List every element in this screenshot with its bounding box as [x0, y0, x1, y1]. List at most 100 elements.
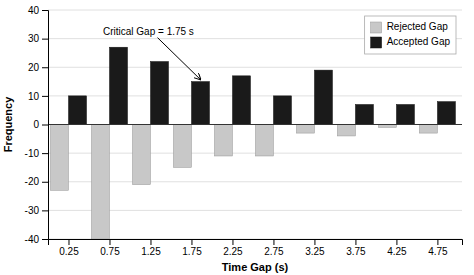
bar	[273, 96, 291, 125]
bar	[419, 125, 437, 134]
tick-label: 20	[28, 62, 40, 73]
tick: -30	[25, 205, 48, 216]
tick-label: 3.25	[305, 246, 325, 257]
grid-line	[48, 181, 462, 182]
tick: -10	[25, 148, 48, 159]
tick-label: 0.25	[59, 246, 79, 257]
tick-label: 1.75	[182, 246, 202, 257]
tick-mark	[42, 96, 48, 97]
zero-line	[48, 124, 462, 125]
tick-mark	[42, 153, 48, 154]
tick-mark	[42, 67, 48, 68]
tick: 2.75	[264, 239, 284, 257]
bar	[191, 82, 209, 125]
tick: 1.75	[182, 239, 202, 257]
bar	[214, 125, 232, 156]
tick: 3.75	[346, 239, 366, 257]
legend: Rejected Gap Accepted Gap	[365, 16, 456, 54]
x-axis: 0.25 0.75 1.25 1.75 2.25 2.75 3.25 3.75 4.25 4.75	[49, 239, 463, 257]
grid-line	[48, 210, 462, 211]
tick-mark	[355, 239, 356, 245]
bar	[68, 96, 86, 125]
tick-label: -10	[25, 148, 40, 159]
series	[50, 125, 437, 240]
grid-line	[48, 124, 462, 125]
bar	[232, 76, 250, 125]
bar	[150, 62, 168, 125]
tick: 4.75	[428, 239, 448, 257]
tick: 40	[28, 5, 48, 16]
tick-label: 1.25	[141, 246, 161, 257]
bar	[337, 125, 355, 136]
grid-line	[48, 10, 462, 11]
tick-label: 0	[33, 119, 39, 130]
tick-mark	[191, 239, 192, 245]
bar	[132, 125, 150, 185]
tick-mark	[109, 239, 110, 245]
tick-label: 30	[28, 33, 40, 44]
tick-label: -40	[25, 234, 40, 245]
grid	[48, 10, 462, 239]
tick-mark	[42, 39, 48, 40]
tick-label: -30	[25, 205, 40, 216]
tick-label: 10	[28, 91, 40, 102]
legend-label: Accepted Gap	[387, 36, 451, 47]
bar	[50, 125, 68, 191]
tick: 0.25	[59, 239, 79, 257]
tick: 0	[33, 119, 48, 130]
x-axis-title: Time Gap (s)	[222, 261, 289, 273]
tick: 1.25	[141, 239, 161, 257]
tick-label: 4.25	[387, 246, 407, 257]
tick-mark	[42, 10, 48, 11]
tick-mark	[396, 239, 397, 245]
annotation: Critical Gap = 1.75 s	[103, 26, 194, 37]
bar	[255, 125, 273, 156]
tick-mark	[437, 239, 438, 245]
bar	[173, 125, 191, 168]
bar	[314, 70, 332, 124]
tick-mark	[42, 210, 48, 211]
axis-line	[49, 240, 463, 246]
bars	[50, 47, 455, 239]
tick-label: 4.75	[428, 246, 448, 257]
legend-item: Rejected Gap	[371, 21, 449, 33]
tick: 0.75	[100, 239, 120, 257]
y-axis-title: Frequency	[2, 96, 14, 153]
tick-mark	[314, 239, 315, 245]
tick-label: 0.75	[100, 246, 120, 257]
tick: 3.25	[305, 239, 325, 257]
tick: 30	[28, 33, 48, 44]
tick: 4.25	[387, 239, 407, 257]
tick: 2.25	[223, 239, 243, 257]
y-axis: -40 -30 -20 -10 0 10 20 30 40	[25, 5, 49, 245]
tick-label: 2.25	[223, 246, 243, 257]
tick-label: -20	[25, 176, 40, 187]
tick-mark	[68, 239, 69, 245]
tick: -20	[25, 176, 48, 187]
tick: -40	[25, 234, 48, 245]
bar	[396, 104, 414, 124]
grid-line	[48, 153, 462, 154]
legend-swatch	[371, 22, 382, 33]
tick-label: 2.75	[264, 246, 284, 257]
legend-swatch	[371, 37, 382, 48]
tick: 10	[28, 91, 48, 102]
bar	[437, 102, 455, 125]
tick-mark	[42, 182, 48, 183]
bar	[109, 47, 127, 124]
tick-label: 40	[28, 5, 40, 16]
tick: 20	[28, 62, 48, 73]
tick-mark	[42, 239, 48, 240]
legend-item: Accepted Gap	[371, 36, 451, 48]
legend-label: Rejected Gap	[387, 21, 449, 32]
bar	[91, 125, 109, 240]
tick-label: 3.75	[346, 246, 366, 257]
tick-mark	[273, 239, 274, 245]
series	[68, 47, 455, 124]
axis-line	[42, 11, 49, 240]
tick-mark	[42, 125, 48, 126]
bar	[355, 104, 373, 124]
tick-mark	[150, 239, 151, 245]
chart: -40 -30 -20 -10 0 10 20 30 40 0.25 0.75 1.25 1.75 2.2…	[0, 0, 474, 275]
plot: -40 -30 -20 -10 0 10 20 30 40 0.25 0.75 1.25 1.75 2.2…	[25, 5, 463, 257]
